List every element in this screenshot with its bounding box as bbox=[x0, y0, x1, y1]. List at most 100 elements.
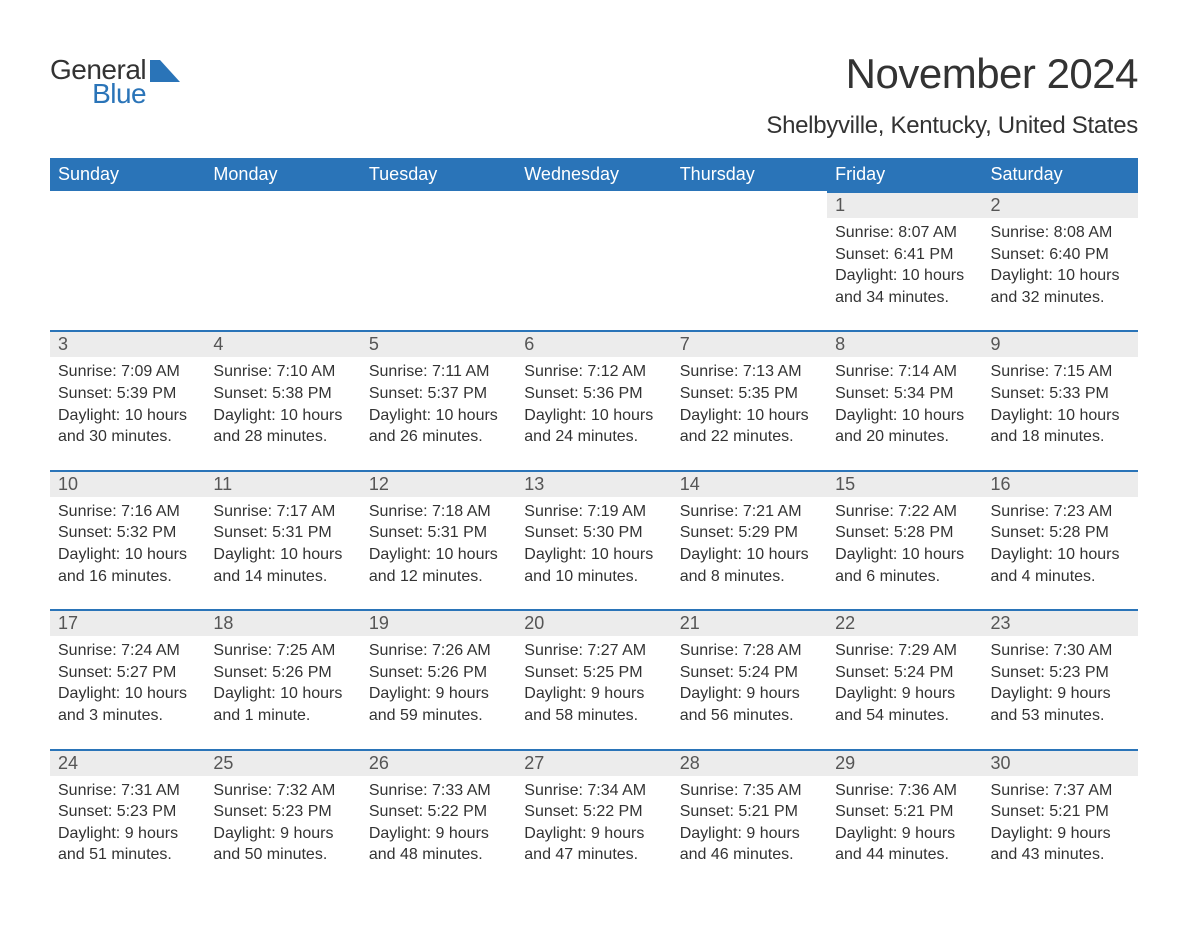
daylight-text: Daylight: 9 hours and 48 minutes. bbox=[369, 823, 508, 866]
sunset-text: Sunset: 5:33 PM bbox=[991, 383, 1130, 405]
sunrise-text: Sunrise: 7:18 AM bbox=[369, 501, 508, 523]
calendar-cell: 10Sunrise: 7:16 AMSunset: 5:32 PMDayligh… bbox=[50, 470, 205, 609]
calendar-cell: 6Sunrise: 7:12 AMSunset: 5:36 PMDaylight… bbox=[516, 330, 671, 469]
calendar-cell bbox=[50, 191, 205, 330]
day-number: 19 bbox=[361, 609, 516, 636]
sunrise-text: Sunrise: 7:36 AM bbox=[835, 780, 974, 802]
sunrise-text: Sunrise: 8:08 AM bbox=[991, 222, 1130, 244]
daylight-text: Daylight: 10 hours and 24 minutes. bbox=[524, 405, 663, 448]
sunset-text: Sunset: 5:30 PM bbox=[524, 522, 663, 544]
calendar-cell bbox=[516, 191, 671, 330]
daylight-text: Daylight: 9 hours and 44 minutes. bbox=[835, 823, 974, 866]
day-number: 8 bbox=[827, 330, 982, 357]
day-info: Sunrise: 7:19 AMSunset: 5:30 PMDaylight:… bbox=[524, 501, 663, 587]
daylight-text: Daylight: 9 hours and 47 minutes. bbox=[524, 823, 663, 866]
sunrise-text: Sunrise: 7:30 AM bbox=[991, 640, 1130, 662]
sunset-text: Sunset: 5:27 PM bbox=[58, 662, 197, 684]
sunset-text: Sunset: 5:28 PM bbox=[991, 522, 1130, 544]
day-number: 14 bbox=[672, 470, 827, 497]
weekday-header: Sunday bbox=[50, 158, 205, 191]
day-number: 22 bbox=[827, 609, 982, 636]
daylight-text: Daylight: 10 hours and 6 minutes. bbox=[835, 544, 974, 587]
sunset-text: Sunset: 5:32 PM bbox=[58, 522, 197, 544]
calendar-cell: 20Sunrise: 7:27 AMSunset: 5:25 PMDayligh… bbox=[516, 609, 671, 748]
sunset-text: Sunset: 5:28 PM bbox=[835, 522, 974, 544]
sunset-text: Sunset: 5:22 PM bbox=[369, 801, 508, 823]
day-number: 5 bbox=[361, 330, 516, 357]
sunset-text: Sunset: 5:38 PM bbox=[213, 383, 352, 405]
sunset-text: Sunset: 5:22 PM bbox=[524, 801, 663, 823]
calendar-cell: 28Sunrise: 7:35 AMSunset: 5:21 PMDayligh… bbox=[672, 749, 827, 888]
day-number: 21 bbox=[672, 609, 827, 636]
calendar-cell: 17Sunrise: 7:24 AMSunset: 5:27 PMDayligh… bbox=[50, 609, 205, 748]
day-info: Sunrise: 7:23 AMSunset: 5:28 PMDaylight:… bbox=[991, 501, 1130, 587]
sunset-text: Sunset: 5:35 PM bbox=[680, 383, 819, 405]
sunrise-text: Sunrise: 7:12 AM bbox=[524, 361, 663, 383]
day-info: Sunrise: 7:17 AMSunset: 5:31 PMDaylight:… bbox=[213, 501, 352, 587]
calendar-cell: 11 Sunrise: 7:17 AMSunset: 5:31 PMDayligh… bbox=[205, 470, 360, 609]
day-number: 25 bbox=[205, 749, 360, 776]
sunset-text: Sunset: 5:39 PM bbox=[58, 383, 197, 405]
sunrise-text: Sunrise: 7:15 AM bbox=[991, 361, 1130, 383]
sunrise-text: Sunrise: 7:25 AM bbox=[213, 640, 352, 662]
sunset-text: Sunset: 5:24 PM bbox=[680, 662, 819, 684]
sunset-text: Sunset: 5:23 PM bbox=[213, 801, 352, 823]
sunrise-text: Sunrise: 7:21 AM bbox=[680, 501, 819, 523]
calendar-cell: 4Sunrise: 7:10 AMSunset: 5:38 PMDaylight… bbox=[205, 330, 360, 469]
daylight-text: Daylight: 10 hours and 3 minutes. bbox=[58, 683, 197, 726]
sunrise-text: Sunrise: 7:14 AM bbox=[835, 361, 974, 383]
sunset-text: Sunset: 5:37 PM bbox=[369, 383, 508, 405]
sunrise-text: Sunrise: 7:29 AM bbox=[835, 640, 974, 662]
daylight-text: Daylight: 9 hours and 50 minutes. bbox=[213, 823, 352, 866]
calendar-cell: 19 Sunrise: 7:26 AMSunset: 5:26 PMDayligh… bbox=[361, 609, 516, 748]
daylight-text: Daylight: 9 hours and 56 minutes. bbox=[680, 683, 819, 726]
calendar-header-row: SundayMondayTuesdayWednesdayThursdayFrid… bbox=[50, 158, 1138, 191]
sunrise-text: Sunrise: 7:10 AM bbox=[213, 361, 352, 383]
day-number: 11 bbox=[205, 470, 360, 497]
sunset-text: Sunset: 5:25 PM bbox=[524, 662, 663, 684]
daylight-text: Daylight: 9 hours and 43 minutes. bbox=[991, 823, 1130, 866]
daylight-text: Daylight: 9 hours and 53 minutes. bbox=[991, 683, 1130, 726]
calendar-cell: 13 Sunrise: 7:19 AMSunset: 5:30 PMDayligh… bbox=[516, 470, 671, 609]
sunset-text: Sunset: 5:31 PM bbox=[213, 522, 352, 544]
day-number: 23 bbox=[983, 609, 1138, 636]
sunrise-text: Sunrise: 7:13 AM bbox=[680, 361, 819, 383]
sunset-text: Sunset: 6:41 PM bbox=[835, 244, 974, 266]
logo-blue: Blue bbox=[92, 80, 146, 108]
calendar-cell: 25Sunrise: 7:32 AMSunset: 5:23 PMDayligh… bbox=[205, 749, 360, 888]
calendar-cell: 12Sunrise: 7:18 AMSunset: 5:31 PMDayligh… bbox=[361, 470, 516, 609]
weekday-header: Tuesday bbox=[361, 158, 516, 191]
day-info: Sunrise: 7:34 AMSunset: 5:22 PMDaylight:… bbox=[524, 780, 663, 866]
day-info: Sunrise: 8:08 AMSunset: 6:40 PMDaylight:… bbox=[991, 222, 1130, 308]
weekday-header: Saturday bbox=[983, 158, 1138, 191]
calendar-table: SundayMondayTuesdayWednesdayThursdayFrid… bbox=[50, 158, 1138, 888]
day-info: Sunrise: 8:07 AMSunset: 6:41 PMDaylight:… bbox=[835, 222, 974, 308]
day-info: Sunrise: 7:21 AMSunset: 5:29 PMDaylight:… bbox=[680, 501, 819, 587]
weekday-header: Thursday bbox=[672, 158, 827, 191]
sunrise-text: Sunrise: 7:22 AM bbox=[835, 501, 974, 523]
sunrise-text: Sunrise: 7:33 AM bbox=[369, 780, 508, 802]
day-info: Sunrise: 7:37 AMSunset: 5:21 PMDaylight:… bbox=[991, 780, 1130, 866]
day-number: 27 bbox=[516, 749, 671, 776]
sunrise-text: Sunrise: 7:26 AM bbox=[369, 640, 508, 662]
daylight-text: Daylight: 10 hours and 14 minutes. bbox=[213, 544, 352, 587]
sunrise-text: Sunrise: 7:28 AM bbox=[680, 640, 819, 662]
daylight-text: Daylight: 10 hours and 20 minutes. bbox=[835, 405, 974, 448]
sunset-text: Sunset: 5:31 PM bbox=[369, 522, 508, 544]
day-info: Sunrise: 7:26 AMSunset: 5:26 PMDaylight:… bbox=[369, 640, 508, 726]
daylight-text: Daylight: 10 hours and 34 minutes. bbox=[835, 265, 974, 308]
day-info: Sunrise: 7:18 AMSunset: 5:31 PMDaylight:… bbox=[369, 501, 508, 587]
daylight-text: Daylight: 10 hours and 12 minutes. bbox=[369, 544, 508, 587]
sunset-text: Sunset: 5:29 PM bbox=[680, 522, 819, 544]
sunrise-text: Sunrise: 7:34 AM bbox=[524, 780, 663, 802]
sunrise-text: Sunrise: 8:07 AM bbox=[835, 222, 974, 244]
daylight-text: Daylight: 9 hours and 46 minutes. bbox=[680, 823, 819, 866]
calendar-week: 1Sunrise: 8:07 AMSunset: 6:41 PMDaylight… bbox=[50, 191, 1138, 330]
sunrise-text: Sunrise: 7:35 AM bbox=[680, 780, 819, 802]
day-number: 7 bbox=[672, 330, 827, 357]
daylight-text: Daylight: 10 hours and 28 minutes. bbox=[213, 405, 352, 448]
sunrise-text: Sunrise: 7:17 AM bbox=[213, 501, 352, 523]
day-number: 13 bbox=[516, 470, 671, 497]
daylight-text: Daylight: 10 hours and 26 minutes. bbox=[369, 405, 508, 448]
sunrise-text: Sunrise: 7:09 AM bbox=[58, 361, 197, 383]
